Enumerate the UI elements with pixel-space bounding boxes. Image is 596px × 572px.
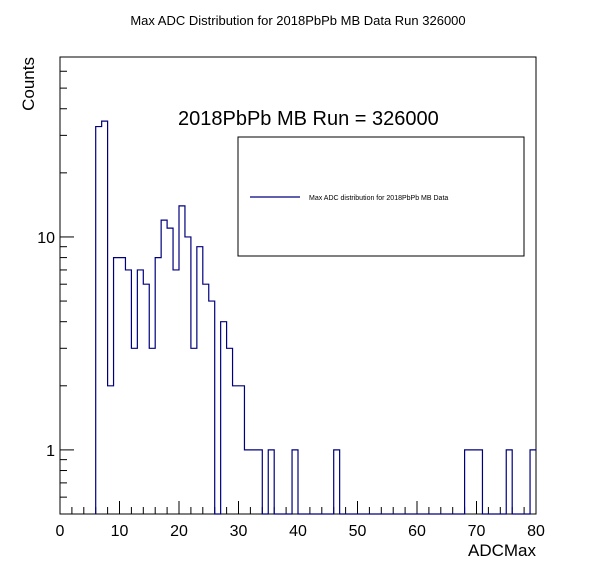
x-tick-label: 30 — [230, 523, 248, 540]
y-axis-label: Counts — [19, 57, 38, 111]
y-tick-label: 10 — [37, 230, 55, 247]
histogram-line — [95, 120, 536, 515]
legend-entry-label: Max ADC distribution for 2018PbPb MB Dat… — [309, 195, 448, 202]
y-axis: 1 10 — [37, 56, 74, 515]
x-tick-label: 0 — [56, 523, 65, 540]
legend: Max ADC distribution for 2018PbPb MB Dat… — [237, 136, 525, 257]
x-axis-label: ADCMax — [468, 541, 537, 560]
x-tick-label: 70 — [468, 523, 486, 540]
x-tick-label: 10 — [111, 523, 129, 540]
x-tick-label: 50 — [349, 523, 367, 540]
x-tick-label: 40 — [289, 523, 307, 540]
y-tick-label: 1 — [46, 443, 55, 460]
chart-title: Max ADC Distribution for 2018PbPb MB Dat… — [130, 13, 465, 28]
run-annotation: 2018PbPb MB Run = 326000 — [178, 108, 439, 130]
x-tick-label: 60 — [408, 523, 426, 540]
x-tick-label: 20 — [170, 523, 188, 540]
x-tick-label: 80 — [527, 523, 545, 540]
